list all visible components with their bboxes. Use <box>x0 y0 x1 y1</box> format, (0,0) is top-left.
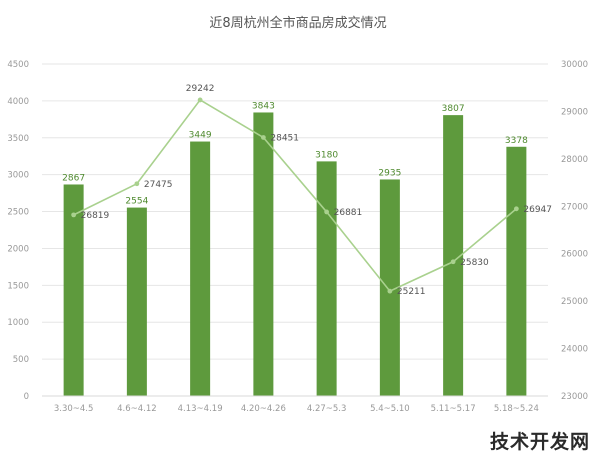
x-tick-label: 4.13~4.19 <box>178 404 223 414</box>
left-tick-label: 1000 <box>7 318 29 328</box>
line-value-label: 29242 <box>186 84 215 94</box>
right-tick-label: 27000 <box>561 202 588 212</box>
right-tick-label: 25000 <box>561 297 588 307</box>
right-tick-label: 30000 <box>561 60 588 70</box>
bar <box>253 112 274 397</box>
right-axis: 23000 24000 25000 26000 27000 28000 29000 30000 <box>561 60 588 402</box>
x-axis: 3.30~4.5 4.6~4.12 4.13~4.19 4.20~4.26 4.27~5… <box>42 395 548 414</box>
bar <box>316 161 337 396</box>
right-tick-label: 29000 <box>561 107 588 117</box>
line-series <box>71 97 519 294</box>
left-tick-label: 3500 <box>7 134 29 144</box>
line-point <box>513 206 519 212</box>
line-point <box>450 259 456 265</box>
line-value-label: 28451 <box>270 133 299 143</box>
bar <box>63 184 84 396</box>
bar-value-label: 3180 <box>315 150 338 160</box>
left-axis: 0 500 1000 1500 2000 2500 3000 3500 4000 4500 <box>7 60 29 402</box>
left-tick-label: 3000 <box>7 171 29 181</box>
left-tick-label: 4500 <box>7 60 29 70</box>
right-tick-label: 23000 <box>561 392 588 402</box>
left-tick-label: 0 <box>24 392 29 402</box>
bar-value-label: 3378 <box>505 136 528 146</box>
x-tick-label: 3.30~4.5 <box>54 404 94 414</box>
left-tick-label: 1500 <box>7 281 29 291</box>
left-tick-label: 2500 <box>7 208 29 218</box>
left-tick-label: 4000 <box>7 97 29 107</box>
bar <box>190 141 211 396</box>
line-point <box>71 212 77 218</box>
series-line <box>73 98 517 293</box>
bar <box>379 179 400 396</box>
x-tick-label: 4.20~4.26 <box>241 404 286 414</box>
line-point <box>260 135 266 140</box>
watermark: 技术开发网 <box>489 431 590 453</box>
line-labels: 26819 27475 29242 28451 26881 25211 25830 26947 <box>81 84 552 297</box>
line-value-label: 26819 <box>81 211 110 221</box>
bar-value-label: 3449 <box>189 131 212 141</box>
line-point <box>324 209 330 215</box>
line-value-label: 25211 <box>397 287 426 297</box>
bar <box>506 146 527 396</box>
line-value-label: 27475 <box>144 180 173 190</box>
right-tick-label: 26000 <box>561 250 588 260</box>
x-tick-label: 4.6~4.12 <box>117 404 157 414</box>
bar-value-label: 3807 <box>442 104 465 114</box>
line-point <box>197 97 203 103</box>
bar <box>443 115 464 397</box>
line-point <box>134 181 140 187</box>
line-value-label: 25830 <box>460 258 489 268</box>
bar-series <box>63 112 527 397</box>
line-value-label: 26947 <box>523 205 552 215</box>
right-tick-label: 24000 <box>561 345 588 355</box>
right-tick-label: 28000 <box>561 155 588 165</box>
line-value-label: 26881 <box>334 208 363 218</box>
bar-labels: 2867 2554 3449 3843 3180 2935 3807 3378 <box>62 101 528 206</box>
bar-value-label: 3843 <box>252 101 275 111</box>
chart-title: 近8周杭州全市商品房成交情况 <box>209 15 386 31</box>
x-tick-label: 5.4~5.10 <box>370 404 410 414</box>
x-tick-label: 5.11~5.17 <box>431 404 476 414</box>
gridlines <box>42 63 548 397</box>
line-point <box>387 288 393 294</box>
x-tick-label: 5.18~5.24 <box>494 404 539 414</box>
bar <box>126 207 147 396</box>
left-tick-label: 500 <box>13 355 29 365</box>
bar-value-label: 2867 <box>62 173 85 183</box>
bar-value-label: 2935 <box>378 168 401 178</box>
left-tick-label: 2000 <box>7 244 29 254</box>
x-tick-label: 4.27~5.3 <box>307 404 347 414</box>
bar-value-label: 2554 <box>125 197 148 207</box>
